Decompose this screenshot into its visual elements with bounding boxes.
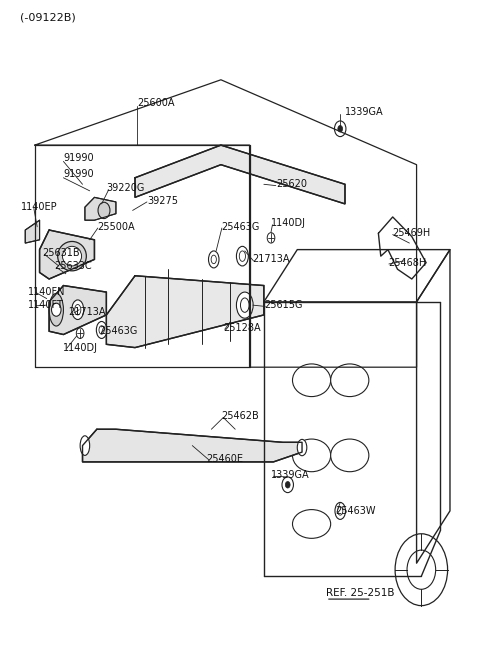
Text: 25469H: 25469H <box>393 228 431 238</box>
Text: 25633C: 25633C <box>54 261 92 271</box>
Text: 1140DJ: 1140DJ <box>63 342 98 352</box>
Text: 25600A: 25600A <box>137 98 175 108</box>
Ellipse shape <box>62 247 82 266</box>
Text: 25615G: 25615G <box>264 300 302 310</box>
Ellipse shape <box>49 293 63 326</box>
Text: 25500A: 25500A <box>97 222 134 232</box>
Ellipse shape <box>292 439 331 472</box>
Ellipse shape <box>80 436 90 455</box>
Text: 25463G: 25463G <box>221 222 259 232</box>
Polygon shape <box>135 145 345 204</box>
Text: 25128A: 25128A <box>223 323 261 333</box>
Ellipse shape <box>331 439 369 472</box>
Ellipse shape <box>297 440 307 456</box>
Ellipse shape <box>72 300 84 319</box>
Text: 1140FT: 1140FT <box>28 300 63 310</box>
Text: 21713A: 21713A <box>252 255 289 264</box>
Polygon shape <box>49 285 107 335</box>
Text: (-09122B): (-09122B) <box>21 12 76 23</box>
Ellipse shape <box>208 251 219 268</box>
Text: 25463W: 25463W <box>336 506 376 516</box>
Circle shape <box>51 303 61 316</box>
Circle shape <box>395 534 447 605</box>
Ellipse shape <box>335 502 346 520</box>
Ellipse shape <box>240 298 249 312</box>
Ellipse shape <box>211 255 216 264</box>
Ellipse shape <box>337 506 343 515</box>
Ellipse shape <box>237 247 248 266</box>
Text: 1140EP: 1140EP <box>21 202 57 212</box>
Ellipse shape <box>99 326 104 334</box>
Circle shape <box>76 328 84 338</box>
Ellipse shape <box>292 510 331 539</box>
Polygon shape <box>107 276 264 348</box>
Text: 39220G: 39220G <box>107 182 145 193</box>
Circle shape <box>285 482 290 488</box>
Polygon shape <box>25 220 39 243</box>
Text: 25631B: 25631B <box>42 248 80 258</box>
Circle shape <box>282 477 293 493</box>
Text: 91990: 91990 <box>63 169 94 180</box>
Ellipse shape <box>96 321 107 338</box>
Text: 25463G: 25463G <box>99 326 138 337</box>
Ellipse shape <box>240 251 245 261</box>
Ellipse shape <box>98 202 110 218</box>
Text: 25462B: 25462B <box>221 411 259 421</box>
Text: 21713A: 21713A <box>68 306 106 317</box>
Ellipse shape <box>292 364 331 397</box>
Circle shape <box>338 125 343 132</box>
Circle shape <box>267 233 275 243</box>
Text: REF. 25-251B: REF. 25-251B <box>326 588 395 598</box>
Text: 25620: 25620 <box>276 179 307 190</box>
Ellipse shape <box>75 304 81 315</box>
Circle shape <box>407 550 436 589</box>
Ellipse shape <box>237 292 253 318</box>
Text: 25460E: 25460E <box>206 454 243 464</box>
Text: 1140FN: 1140FN <box>28 287 65 297</box>
Text: 1140DJ: 1140DJ <box>271 218 306 228</box>
Ellipse shape <box>58 241 86 271</box>
Ellipse shape <box>331 364 369 397</box>
Circle shape <box>335 121 346 136</box>
Text: 1339GA: 1339GA <box>345 108 384 117</box>
Text: 1339GA: 1339GA <box>271 470 310 480</box>
Polygon shape <box>83 429 302 462</box>
Text: 25468H: 25468H <box>388 258 426 268</box>
Polygon shape <box>85 197 116 220</box>
Text: 39275: 39275 <box>147 195 178 205</box>
Polygon shape <box>39 230 95 279</box>
Text: 91990: 91990 <box>63 153 94 163</box>
